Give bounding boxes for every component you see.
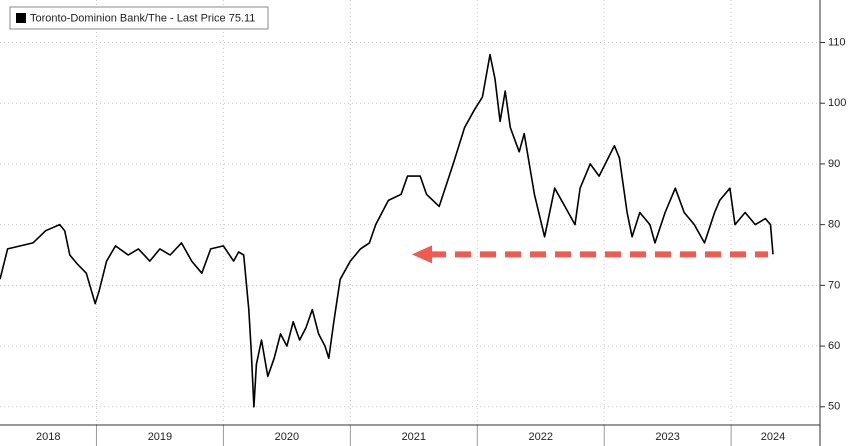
- x-tick-label: 2018: [36, 431, 60, 443]
- legend-label: Toronto-Dominion Bank/The - Last Price 7…: [30, 12, 255, 24]
- y-tick-label: 90: [828, 158, 840, 170]
- y-tick-label: 100: [828, 97, 846, 109]
- y-tick-label: 80: [828, 219, 840, 231]
- price-line: [0, 53, 774, 408]
- y-tick-label: 110: [828, 36, 846, 48]
- legend: Toronto-Dominion Bank/The - Last Price 7…: [9, 6, 269, 30]
- y-tick-label: 50: [828, 401, 840, 413]
- x-tick-label: 2023: [655, 431, 679, 443]
- y-tick-label: 70: [828, 279, 840, 291]
- y-tick-label: 60: [828, 340, 840, 352]
- x-tick-label: 2022: [529, 431, 553, 443]
- legend-box: [9, 6, 269, 30]
- x-tick-label: 2020: [275, 431, 299, 443]
- x-tick-label: 2021: [402, 431, 426, 443]
- x-tick-label: 2024: [761, 431, 785, 443]
- x-tick-label: 2019: [148, 431, 172, 443]
- arrow-head: [412, 245, 432, 264]
- legend-swatch: [16, 13, 26, 23]
